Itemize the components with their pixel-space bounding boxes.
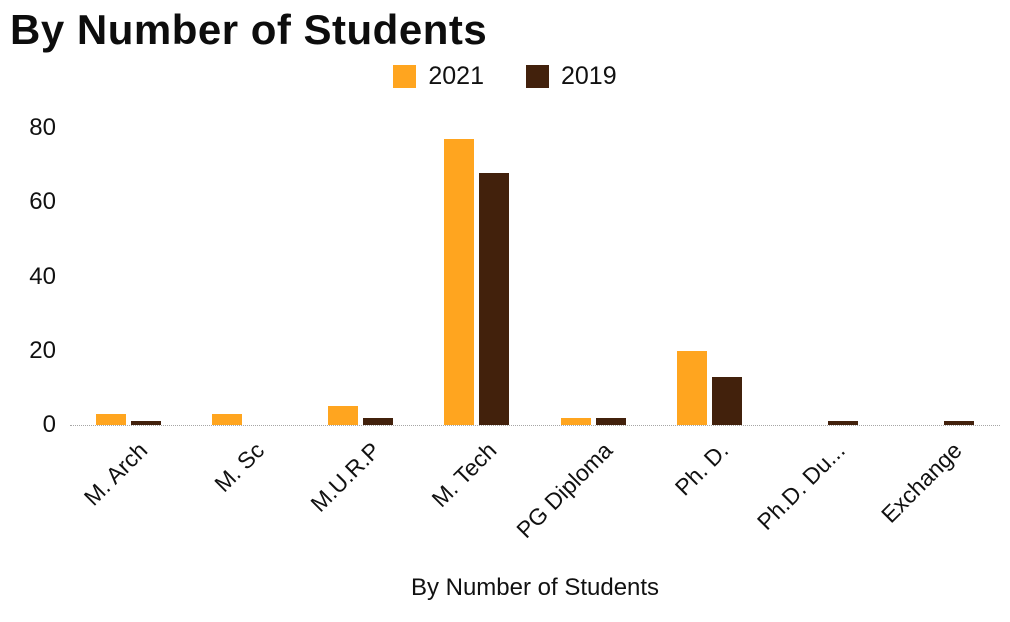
bar-group <box>793 128 859 425</box>
x-tick-label: M. Arch <box>78 437 153 511</box>
y-tick-label: 40 <box>29 262 56 290</box>
bar-2021-Ph. D.[interactable] <box>676 350 707 425</box>
y-tick-label: 0 <box>42 411 56 438</box>
x-tick-label: M. Tech <box>426 437 502 513</box>
x-tick-label: Ph.D. Du... <box>752 437 851 535</box>
bar-group <box>676 128 742 425</box>
bar-2021-M. Sc[interactable] <box>211 413 242 425</box>
x-tick-label: M.U.R.P <box>305 437 386 517</box>
x-axis-title: By Number of Students <box>410 574 660 601</box>
bar-group <box>211 128 277 425</box>
bar-2019-Exchange[interactable] <box>944 421 975 425</box>
plot-area <box>70 128 1000 426</box>
legend-label: 2019 <box>561 62 617 90</box>
bar-2021-M. Tech[interactable] <box>444 139 475 425</box>
bar-2019-Ph. D.[interactable] <box>711 376 742 425</box>
bar-chart: 0 20 40 60 80 M. Arch M. Sc M.U.R.P M. Tech PG Di… <box>0 100 1010 570</box>
chart-title: By Number of Students <box>10 6 488 53</box>
legend-label: 2021 <box>428 62 484 90</box>
bar-2021-PG Diploma[interactable] <box>560 417 591 425</box>
bar-2019-M.U.R.P[interactable] <box>363 417 394 425</box>
bar-group <box>95 128 161 425</box>
bar-2019-PG Diploma[interactable] <box>595 417 626 425</box>
x-tick-label: Exchange <box>875 437 967 528</box>
bar-group <box>328 128 394 425</box>
bar-2021-M.U.R.P[interactable] <box>328 406 359 425</box>
bar-2019-Ph.D. Du...[interactable] <box>828 421 859 425</box>
x-tick-label: M. Sc <box>208 437 269 497</box>
y-tick-label: 60 <box>29 188 56 216</box>
legend-item[interactable]: 2019 <box>526 62 617 91</box>
bar-group <box>560 128 626 425</box>
legend-swatch <box>526 65 549 88</box>
bar-group <box>909 128 975 425</box>
y-tick-label: 80 <box>29 114 56 141</box>
y-tick-label: 20 <box>29 336 56 364</box>
legend-swatch <box>393 65 417 88</box>
x-tick-label: PG Diploma <box>511 437 618 544</box>
x-tick-label: Ph. D. <box>670 437 734 501</box>
bar-2019-M. Arch[interactable] <box>130 421 161 425</box>
legend: 2021 2019 <box>0 62 1010 91</box>
bar-2019-M. Tech[interactable] <box>479 172 510 425</box>
legend-item[interactable]: 2021 <box>393 62 484 91</box>
bar-2021-M. Arch[interactable] <box>95 413 126 425</box>
bar-group <box>444 128 510 425</box>
